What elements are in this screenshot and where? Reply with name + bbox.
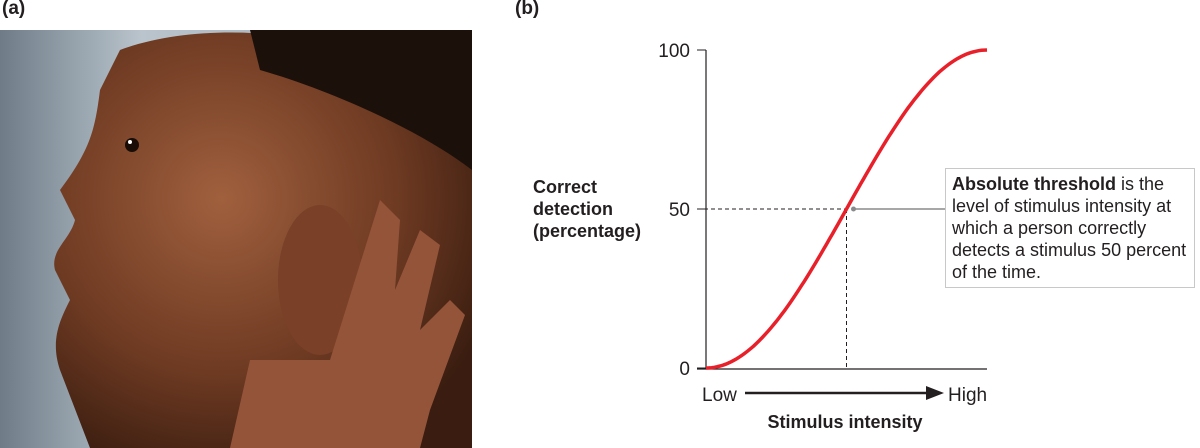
detection-curve [705,48,988,370]
y-axis-title: Correct detection (percentage) [533,177,642,241]
callout-bold-term: Absolute threshold [952,174,1117,194]
x-axis-arrowhead [926,386,944,400]
y-tick-label: 50 [669,200,690,221]
panel-a-label: (a) [2,0,26,19]
absolute-threshold-callout: Absolute threshold is the level of stimu… [945,168,1195,288]
callout-text: is the level of stimulus intensity at wh… [952,174,1187,282]
x-tick-high: High [948,385,987,406]
x-axis-title: Stimulus intensity [767,412,922,432]
annotation-leader-dot [851,206,856,212]
y-tick-label: 0 [679,359,690,380]
x-tick-low: Low [702,385,737,406]
y-tick-label: 100 [658,41,690,62]
man-cupping-ear-photo [0,30,472,448]
panel-b-label: (b) [515,0,540,19]
